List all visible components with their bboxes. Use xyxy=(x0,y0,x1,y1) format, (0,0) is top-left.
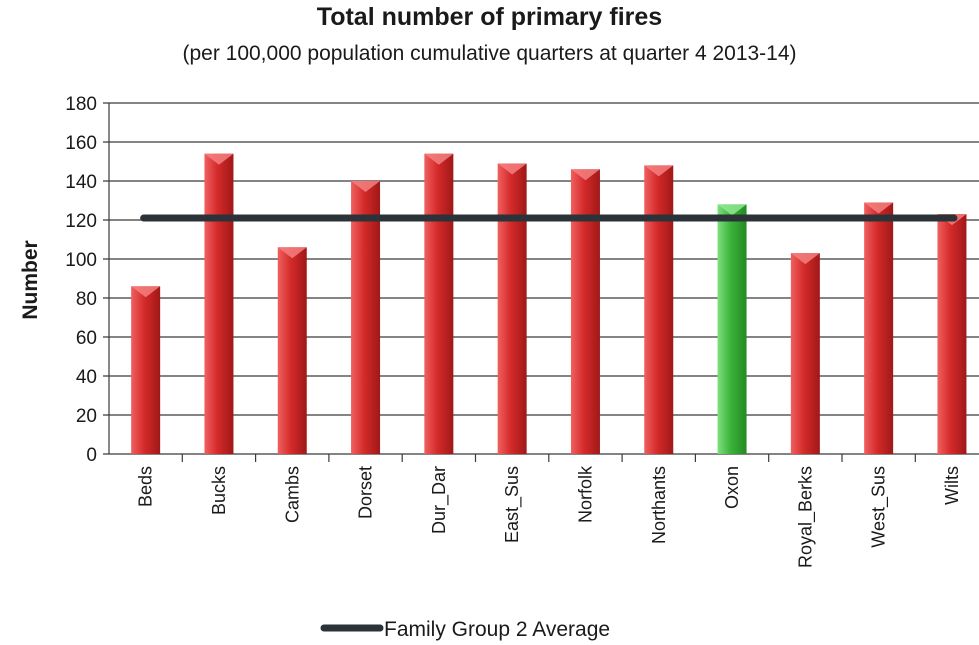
y-tick-label: 180 xyxy=(65,94,97,115)
x-tick-label: Dur_Dar xyxy=(429,466,450,534)
x-tick-label: Northants xyxy=(649,466,669,544)
legend-label: Family Group 2 Average xyxy=(384,618,610,641)
legend: Family Group 2 Average xyxy=(320,618,610,641)
bar-west-sus xyxy=(864,202,894,454)
chart-subtitle: (per 100,000 population cumulative quart… xyxy=(182,42,797,65)
gridlines xyxy=(103,102,979,455)
x-tick-label: Bucks xyxy=(209,466,229,515)
bar-top-facet xyxy=(644,165,674,177)
y-tick-label: 0 xyxy=(86,445,97,466)
bar-body xyxy=(864,202,894,454)
bar-body xyxy=(644,165,674,454)
x-tick-label: East_Sus xyxy=(502,466,523,543)
x-tick-label: Wilts xyxy=(942,466,962,505)
y-tick-label: 20 xyxy=(76,406,97,427)
bar-cambs xyxy=(277,247,307,454)
y-tick-label: 80 xyxy=(76,289,97,310)
y-tick-label: 140 xyxy=(65,172,97,193)
x-tick-label: Oxon xyxy=(722,466,742,509)
bar-royal-berks xyxy=(790,253,820,454)
bar-body xyxy=(937,214,967,454)
x-tick-label: Royal_Berks xyxy=(795,466,816,568)
bar-dorset xyxy=(351,181,381,454)
x-tick-label: Dorset xyxy=(356,466,376,519)
bar-body xyxy=(131,286,161,454)
y-tick-label: 160 xyxy=(65,133,97,154)
y-tick-label: 120 xyxy=(65,211,97,232)
bar-oxon xyxy=(717,204,747,454)
bar-body xyxy=(570,169,600,455)
bar-top-facet xyxy=(204,153,234,165)
bar-top-facet xyxy=(790,253,820,265)
bar-bucks xyxy=(204,153,234,454)
bar-top-facet xyxy=(864,202,894,214)
bar-top-facet xyxy=(131,286,161,298)
bar-body xyxy=(790,253,820,454)
bar-top-facet xyxy=(424,153,454,165)
bar-top-facet xyxy=(497,163,527,175)
chart-title: Total number of primary fires xyxy=(316,3,663,31)
bar-norfolk xyxy=(570,169,600,455)
bar-beds xyxy=(131,286,161,454)
x-tick-label: Norfolk xyxy=(575,465,595,523)
bar-dur-dar xyxy=(424,153,454,454)
x-tick-label: Cambs xyxy=(282,466,302,523)
y-tick-label: 60 xyxy=(76,328,97,349)
y-tick-label: 100 xyxy=(65,250,97,271)
y-axis-ticks: 0 20 40 60 80 100 120 140 160 180 xyxy=(65,94,97,466)
y-tick-label: 40 xyxy=(76,367,97,388)
bar-body xyxy=(204,153,234,454)
bar-body xyxy=(497,163,527,454)
bar-top-facet xyxy=(717,204,747,216)
bar-east-sus xyxy=(497,163,527,454)
bar-body xyxy=(277,247,307,454)
y-axis-label: Number xyxy=(19,240,42,319)
bar-northants xyxy=(644,165,674,454)
x-axis-ticks: Beds Bucks Cambs Dorset Dur_Dar East_Sus Norfo… xyxy=(136,454,962,568)
x-tick-label: Beds xyxy=(136,466,156,507)
bar-wilts xyxy=(937,214,967,454)
bars xyxy=(131,153,967,455)
bar-top-facet xyxy=(351,181,381,192)
bar-body xyxy=(717,204,747,454)
x-tick-label: West_Sus xyxy=(869,466,890,548)
bar-body xyxy=(351,181,381,454)
bar-body xyxy=(424,153,454,454)
bar-top-facet xyxy=(570,169,600,181)
bar-top-facet xyxy=(277,247,307,259)
